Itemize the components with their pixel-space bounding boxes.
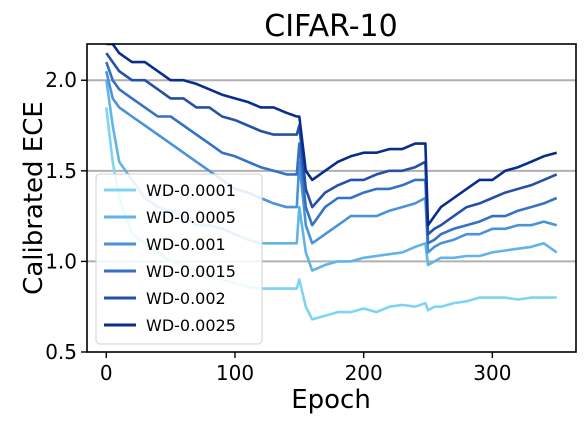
x-tick-label: 0	[100, 361, 113, 385]
y-tick-label: 1.5	[45, 159, 77, 183]
y-axis: 0.5 1.0 1.5 2.0	[45, 68, 87, 364]
series-line-2	[105, 70, 558, 254]
series-line-5	[106, 44, 558, 227]
x-axis-label: Epoch	[291, 385, 371, 415]
legend-label: WD-0.001	[146, 235, 226, 254]
legend: WD-0.0001 WD-0.0005 WD-0.001 WD-0.0015 WD-0.…	[95, 173, 263, 345]
legend-label: WD-0.0001	[146, 181, 236, 200]
plot-frame	[86, 43, 577, 353]
legend-label: WD-0.0005	[146, 208, 236, 227]
legend-label: WD-0.0015	[146, 262, 236, 281]
y-tick-label: 0.5	[45, 340, 77, 364]
series-line-4	[105, 52, 558, 236]
y-tick-label: 1.0	[45, 249, 77, 273]
legend-label: WD-0.0025	[146, 316, 236, 335]
x-axis: 0 100 200 300	[100, 352, 511, 385]
x-tick-label: 200	[345, 361, 383, 385]
y-axis-label: Calibrated ECE	[19, 101, 49, 295]
chart-title: CIFAR-10	[264, 9, 397, 44]
x-tick-label: 300	[473, 361, 511, 385]
x-tick-label: 100	[216, 361, 254, 385]
y-tick-label: 2.0	[45, 68, 77, 92]
series-line-3	[105, 61, 558, 245]
legend-label: WD-0.002	[146, 289, 226, 308]
legend-box	[95, 173, 263, 345]
